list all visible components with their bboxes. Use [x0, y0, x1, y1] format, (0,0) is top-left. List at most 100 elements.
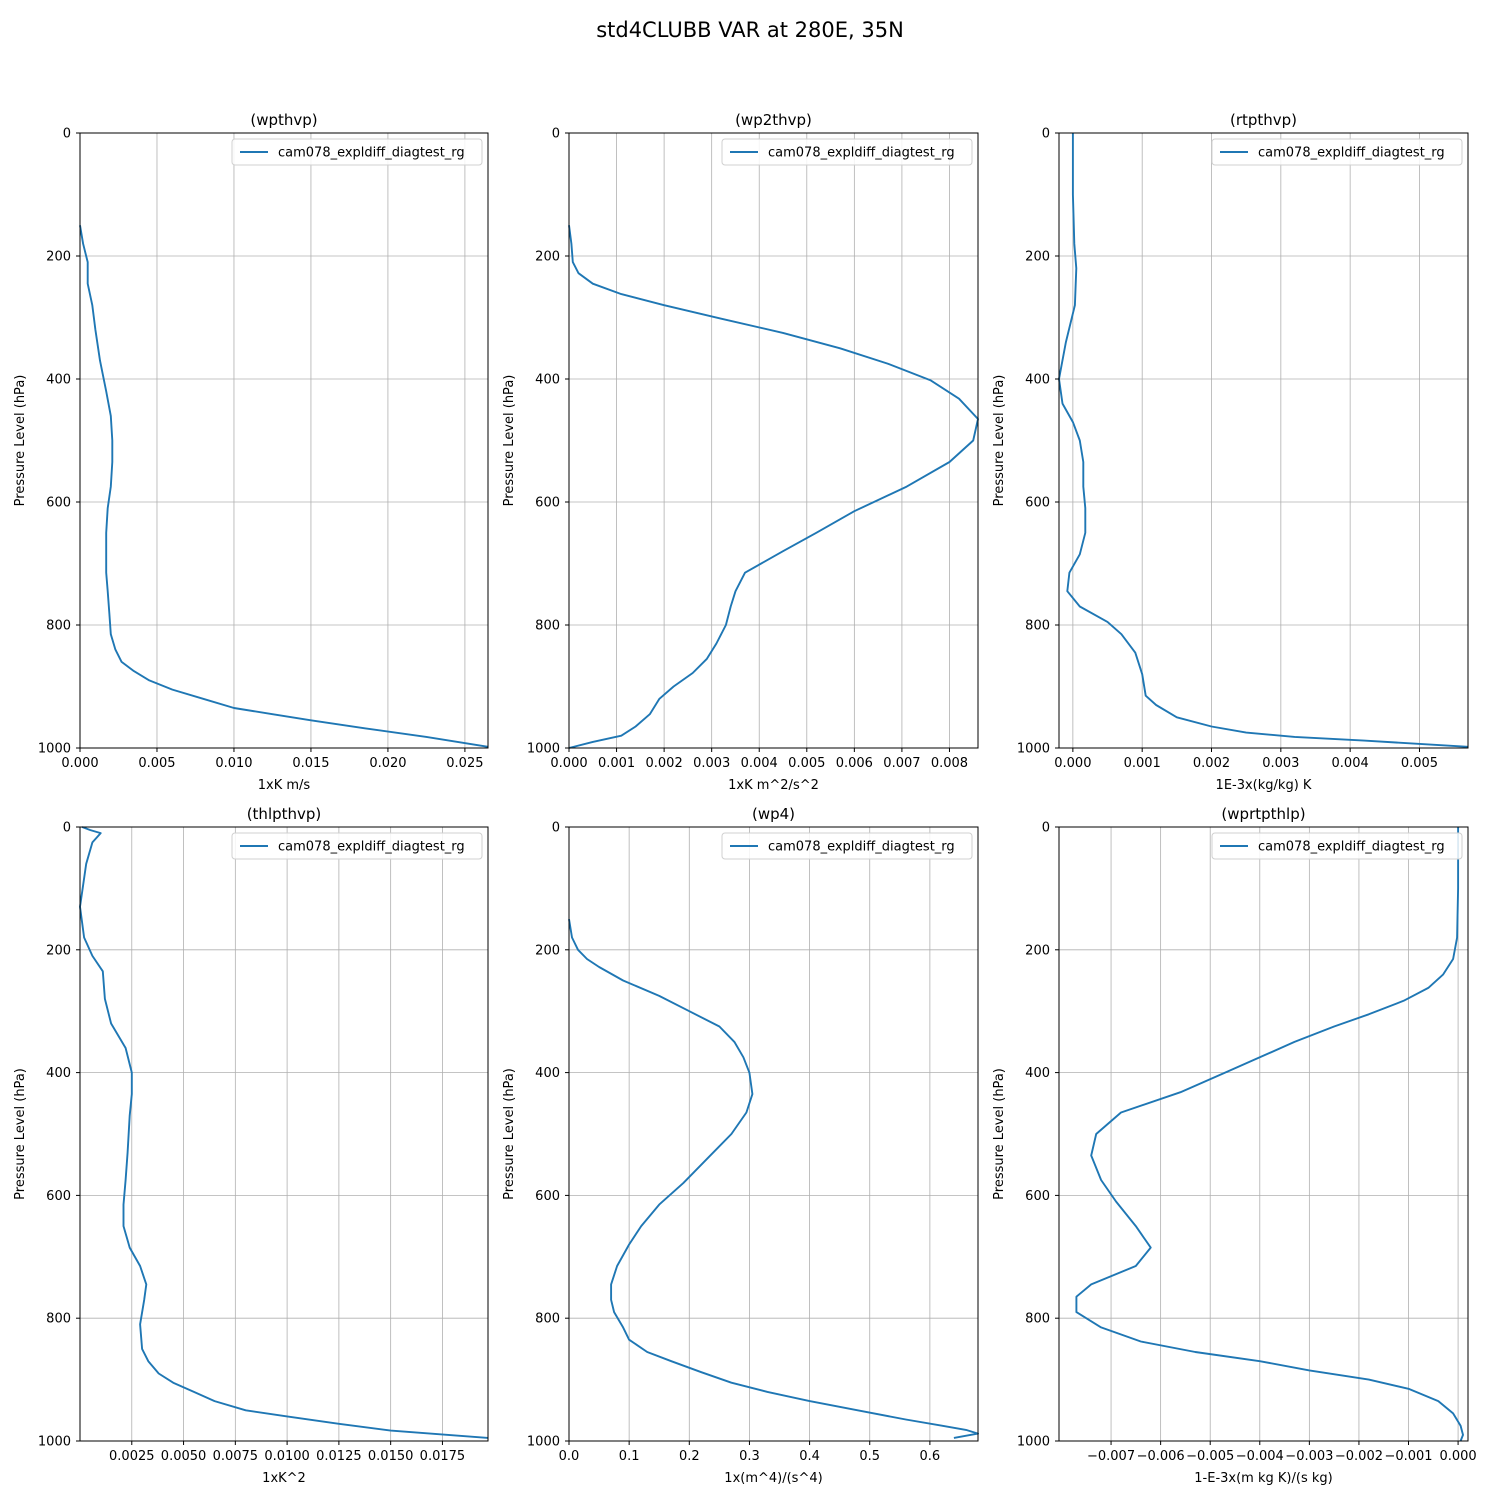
legend: cam078_expldiff_diagtest_rg: [721, 138, 973, 166]
y-tick-label: 200: [535, 943, 560, 958]
legend-box: [721, 138, 973, 166]
chart-panel-4: 0.0025 0.0050 0.0075 0.0100 0.0125 0.0150 0.01…: [13, 805, 489, 1486]
x-tick-label: 0.0050: [161, 1449, 207, 1464]
x-tick-label: −0.003: [1285, 1449, 1333, 1464]
x-axis-label: 1xK m/s: [258, 778, 311, 793]
chart-title: (thlpthvp): [247, 805, 322, 823]
chart-panel-1: 0.000 0.005 0.010 0.015 0.020 0.025 0 200 400 600…: [13, 111, 489, 793]
x-tick-label: −0.005: [1186, 1449, 1234, 1464]
x-tick-label: 0.6: [920, 1449, 941, 1464]
y-tick-label: 400: [535, 373, 560, 388]
x-tick-label: 0.003: [693, 756, 730, 771]
y-tick-label: 1000: [38, 1435, 71, 1450]
legend: cam078_expldiff_diagtest_rg: [1211, 832, 1463, 860]
y-tick-label: 600: [535, 1189, 560, 1204]
legend: cam078_expldiff_diagtest_rg: [1211, 138, 1463, 166]
chart-title: (wpthvp): [250, 111, 317, 129]
x-tick-label: 0.015: [292, 756, 329, 771]
y-tick-label: 800: [535, 1312, 560, 1327]
x-tick-label: 0.025: [446, 756, 483, 771]
x-tick-label: 0.000: [61, 756, 98, 771]
y-axis-label: Pressure Level (hPa): [992, 375, 1007, 507]
y-tick-label: 600: [535, 496, 560, 511]
legend-box: [231, 832, 483, 860]
legend-label: cam078_expldiff_diagtest_rg: [278, 146, 465, 161]
legend-box: [1211, 138, 1463, 166]
x-tick-label: 0.010: [215, 756, 252, 771]
y-axis-label: Pressure Level (hPa): [992, 1068, 1007, 1200]
x-axis-label: 1xK^2: [262, 1471, 306, 1486]
x-tick-label: 0.0025: [109, 1449, 155, 1464]
chart-title: (wp2thvp): [735, 111, 812, 129]
x-tick-label: 0.002: [646, 756, 683, 771]
axes-frame: [1058, 132, 1469, 749]
legend-label: cam078_expldiff_diagtest_rg: [278, 840, 465, 855]
x-tick-label: 0.5: [859, 1449, 880, 1464]
y-tick-label: 600: [46, 496, 71, 511]
x-tick-label: −0.002: [1335, 1449, 1383, 1464]
y-tick-label: 1000: [38, 742, 71, 757]
y-axis-label: Pressure Level (hPa): [13, 1068, 28, 1200]
y-tick-label: 1000: [527, 742, 560, 757]
x-tick-label: 0.005: [1401, 756, 1438, 771]
chart-panel-2: 0.000 0.001 0.002 0.003 0.004 0.005 0.006 0.007…: [502, 111, 979, 793]
x-tick-label: −0.004: [1236, 1449, 1284, 1464]
x-axis-label: 1E-3x(kg/kg) K: [1216, 778, 1312, 793]
chart-title: (rtpthvp): [1230, 111, 1297, 129]
y-tick-label: 0: [1042, 821, 1050, 836]
x-tick-label: 0.0125: [316, 1449, 362, 1464]
y-tick-label: 400: [535, 1066, 560, 1081]
y-tick-label: 600: [1025, 496, 1050, 511]
chart-panel-3: 0.000 0.001 0.002 0.003 0.004 0.005 0 200 400 600…: [992, 111, 1469, 793]
legend-label: cam078_expldiff_diagtest_rg: [1258, 840, 1445, 855]
y-tick-label: 0: [552, 821, 560, 836]
x-tick-label: 0.006: [836, 756, 873, 771]
y-axis-label: Pressure Level (hPa): [13, 375, 28, 507]
x-tick-label: −0.007: [1087, 1449, 1135, 1464]
y-tick-label: 200: [46, 943, 71, 958]
axes-frame: [79, 132, 489, 749]
x-tick-label: 0.000: [1054, 756, 1091, 771]
legend-label: cam078_expldiff_diagtest_rg: [768, 146, 955, 161]
x-tick-label: 0.0175: [420, 1449, 466, 1464]
y-tick-label: 0: [1042, 127, 1050, 142]
legend-label: cam078_expldiff_diagtest_rg: [768, 840, 955, 855]
axes-frame: [568, 826, 979, 1442]
y-tick-label: 0: [552, 127, 560, 142]
x-tick-label: 0.001: [1124, 756, 1161, 771]
x-tick-label: 0.005: [138, 756, 175, 771]
x-tick-label: 0.4: [799, 1449, 820, 1464]
y-tick-label: 200: [1025, 943, 1050, 958]
chart-panel-5: 0.0 0.1 0.2 0.3 0.4 0.5 0.6 0 200 400 600 800 1000 (w…: [502, 805, 979, 1486]
y-tick-label: 0: [63, 127, 71, 142]
legend-box: [721, 832, 973, 860]
series-line: [568, 225, 979, 749]
x-axis-label: 1xK m^2/s^2: [728, 778, 819, 793]
legend: cam078_expldiff_diagtest_rg: [721, 832, 973, 860]
x-tick-label: 0.003: [1262, 756, 1299, 771]
axes-frame: [568, 132, 979, 749]
x-tick-label: 0.2: [679, 1449, 700, 1464]
y-tick-label: 200: [46, 250, 71, 265]
x-tick-label: 0.000: [550, 756, 587, 771]
y-tick-label: 600: [1025, 1189, 1050, 1204]
x-tick-label: 0.0150: [368, 1449, 414, 1464]
legend-label: cam078_expldiff_diagtest_rg: [1258, 146, 1445, 161]
chart-title: (wprtpthlp): [1221, 805, 1305, 823]
x-tick-label: 0.005: [788, 756, 825, 771]
y-tick-label: 400: [1025, 373, 1050, 388]
x-tick-label: 0.001: [598, 756, 635, 771]
y-tick-label: 800: [1025, 619, 1050, 634]
y-axis-label: Pressure Level (hPa): [502, 375, 517, 507]
series-line: [79, 225, 489, 748]
y-tick-label: 200: [535, 250, 560, 265]
y-tick-label: 800: [46, 619, 71, 634]
x-tick-label: 0.004: [1332, 756, 1369, 771]
y-tick-label: 1000: [527, 1435, 560, 1450]
x-tick-label: 0.1: [619, 1449, 640, 1464]
axes-frame: [1058, 826, 1469, 1442]
series-line: [568, 918, 979, 1439]
y-tick-label: 800: [535, 619, 560, 634]
y-tick-label: 800: [1025, 1312, 1050, 1327]
series-line: [79, 826, 489, 1439]
